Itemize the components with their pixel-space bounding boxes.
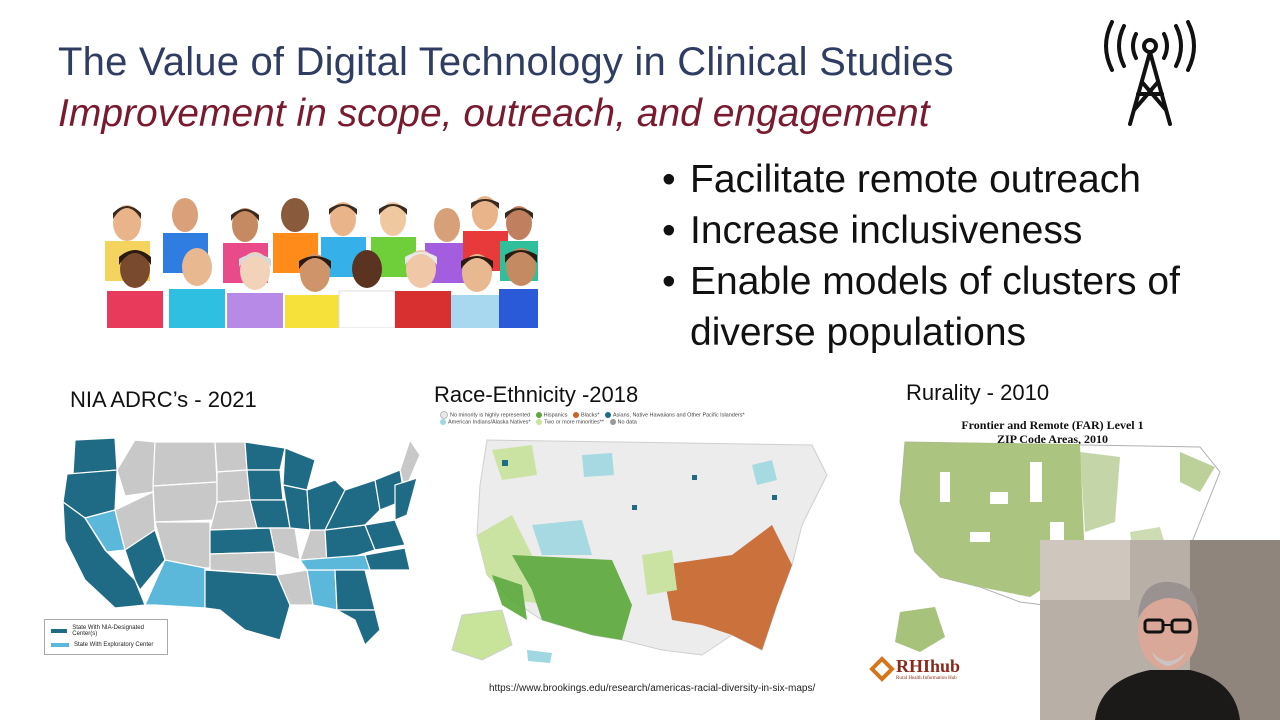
diverse-people-illustration <box>105 196 538 328</box>
rhihub-logo-text: RHIhub <box>896 656 961 676</box>
rhihub-logo-subtext: Rural Health Information Hub <box>896 676 957 681</box>
bullet-item: • Increase inclusiveness <box>662 205 1262 256</box>
map-title-race: Race-Ethnicity -2018 <box>434 382 639 407</box>
map-title-nia: NIA ADRC’s - 2021 <box>70 387 257 412</box>
bullet-dot: • <box>662 209 676 252</box>
source-url: https://www.brookings.edu/research/ameri… <box>489 683 816 694</box>
bullet-dot: • <box>662 260 676 303</box>
slide-title: The Value of Digital Technology in Clini… <box>58 40 954 84</box>
legend-item: State With NIA-Designated Center(s) <box>51 625 161 637</box>
radio-tower-icon <box>1104 20 1196 126</box>
slide-subtitle: Improvement in scope, outreach, and enga… <box>58 92 930 135</box>
rurality-far-map <box>895 441 1221 652</box>
bullet-list: • Facilitate remote outreach • Increase in… <box>662 154 1262 358</box>
bullet-item: • Enable models of clusters of diverse po… <box>662 256 1262 358</box>
rhihub-logo-icon <box>869 656 895 682</box>
nia-adrc-map <box>62 437 421 647</box>
race-ethnicity-map <box>451 439 828 663</box>
far-map-heading: Frontier and Remote (FAR) Level 1 ZIP Co… <box>961 418 1144 446</box>
bullet-dot: • <box>662 158 676 201</box>
legend-item: State With Exploratory Center <box>51 642 161 648</box>
map-title-rurality: Rurality - 2010 <box>906 380 1050 405</box>
presenter-webcam-video <box>1040 540 1280 720</box>
nia-map-legend: State With NIA-Designated Center(s) Stat… <box>44 619 168 655</box>
bullet-item: • Facilitate remote outreach <box>662 154 1262 205</box>
race-map-legend: No minority is highly represented Hispan… <box>436 411 826 425</box>
